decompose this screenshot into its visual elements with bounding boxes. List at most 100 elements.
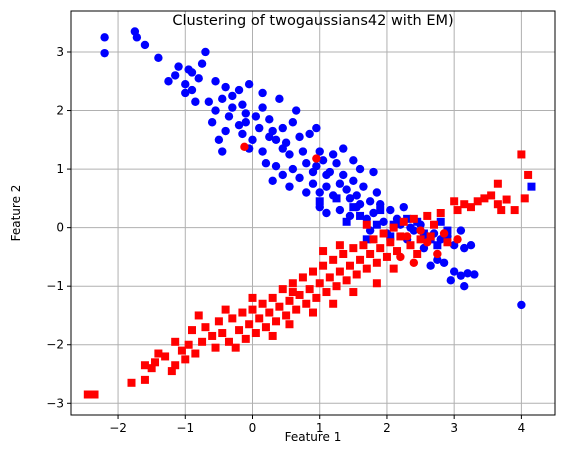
data-point-square (372, 258, 381, 267)
data-point-circle (295, 173, 304, 183)
data-point-circle (312, 161, 321, 171)
y-tick-label: 0 (56, 221, 64, 235)
data-point-square (339, 249, 348, 258)
data-point-circle (386, 205, 395, 215)
data-point-square (332, 282, 341, 291)
data-point-circle (456, 271, 466, 280)
data-point-square (406, 241, 415, 250)
data-point-square (335, 267, 344, 276)
data-point-circle (241, 109, 250, 118)
data-point-square (268, 293, 277, 302)
data-point-square (191, 349, 200, 358)
data-point-square (356, 255, 365, 264)
data-point-circle (365, 197, 375, 206)
data-point-circle (379, 217, 388, 226)
data-point-square (399, 217, 408, 226)
data-point-circle (298, 147, 308, 156)
data-point-circle (221, 82, 230, 92)
data-point-square (362, 264, 371, 273)
data-point-square (386, 232, 395, 241)
chart-title: Clustering of twogaussians42 with EM) (172, 13, 453, 29)
data-point-square (285, 320, 294, 329)
data-point-circle (322, 208, 331, 218)
data-point-circle (288, 164, 298, 174)
data-point-square (151, 358, 160, 367)
data-point-square (443, 238, 452, 247)
data-point-circle (466, 241, 476, 250)
data-point-square (349, 288, 358, 297)
data-point-circle (218, 147, 227, 156)
data-point-square (409, 214, 418, 223)
data-point-square (416, 235, 425, 244)
data-point-square (214, 317, 223, 326)
data-point-circle (181, 79, 190, 89)
data-point-square (161, 352, 170, 361)
data-point-square (319, 261, 328, 270)
data-point-circle (308, 179, 318, 188)
data-point-square (460, 200, 469, 209)
data-point-circle (201, 47, 210, 57)
data-point-circle (211, 77, 220, 86)
data-point-circle (352, 191, 361, 200)
data-point-circle (355, 200, 365, 209)
data-point-square (295, 290, 304, 299)
data-point-square (450, 197, 459, 206)
y-tick-label: 1 (56, 162, 64, 176)
data-point-circle (335, 179, 345, 188)
data-point-square (315, 279, 324, 288)
data-point-square (413, 249, 422, 258)
data-point-square (430, 220, 438, 229)
data-point-circle (268, 176, 277, 185)
data-point-square (466, 203, 475, 212)
data-point-square (359, 241, 368, 250)
data-point-square (181, 355, 190, 364)
data-point-square (171, 337, 180, 346)
x-axis-label: Feature 1 (285, 430, 342, 444)
data-point-circle (240, 142, 249, 152)
data-point-circle (439, 258, 449, 267)
data-point-circle (433, 249, 442, 259)
data-point-circle (312, 154, 321, 163)
data-point-square (510, 206, 519, 215)
data-point-circle (288, 118, 298, 127)
data-point-square (245, 320, 254, 329)
data-point-square (140, 361, 149, 370)
data-point-square (302, 299, 311, 308)
data-point-square (208, 331, 217, 340)
data-point-circle (278, 123, 287, 133)
data-point-square (268, 331, 277, 340)
data-point-square (325, 273, 334, 282)
data-point-square (389, 223, 398, 232)
data-point-square (140, 375, 149, 384)
data-point-square (177, 346, 186, 355)
data-point-circle (328, 150, 338, 159)
x-tick-label: 0 (249, 421, 257, 435)
y-tick-label: 3 (56, 45, 64, 59)
data-point-circle (191, 97, 200, 106)
data-point-square (389, 264, 398, 273)
y-axis-label: Feature 2 (9, 185, 23, 242)
data-point-circle (369, 208, 378, 218)
data-point-square (194, 311, 203, 320)
data-point-square (372, 220, 381, 229)
data-point-circle (285, 150, 294, 159)
data-point-circle (275, 94, 284, 104)
data-point-square (356, 211, 365, 220)
x-tick-label: −1 (176, 421, 194, 435)
data-point-circle (322, 170, 331, 180)
data-point-square (228, 314, 237, 323)
data-point-square (379, 229, 388, 238)
data-point-circle (416, 226, 425, 235)
data-point-circle (285, 182, 294, 191)
data-point-circle (315, 147, 324, 156)
data-point-square (386, 238, 395, 247)
data-point-circle (433, 255, 442, 265)
data-point-square (251, 329, 260, 338)
data-point-square (261, 323, 270, 332)
data-point-square (376, 244, 385, 253)
data-point-square (382, 252, 391, 261)
data-point-square (436, 209, 445, 217)
data-point-square (329, 299, 338, 308)
data-point-square (288, 279, 297, 288)
